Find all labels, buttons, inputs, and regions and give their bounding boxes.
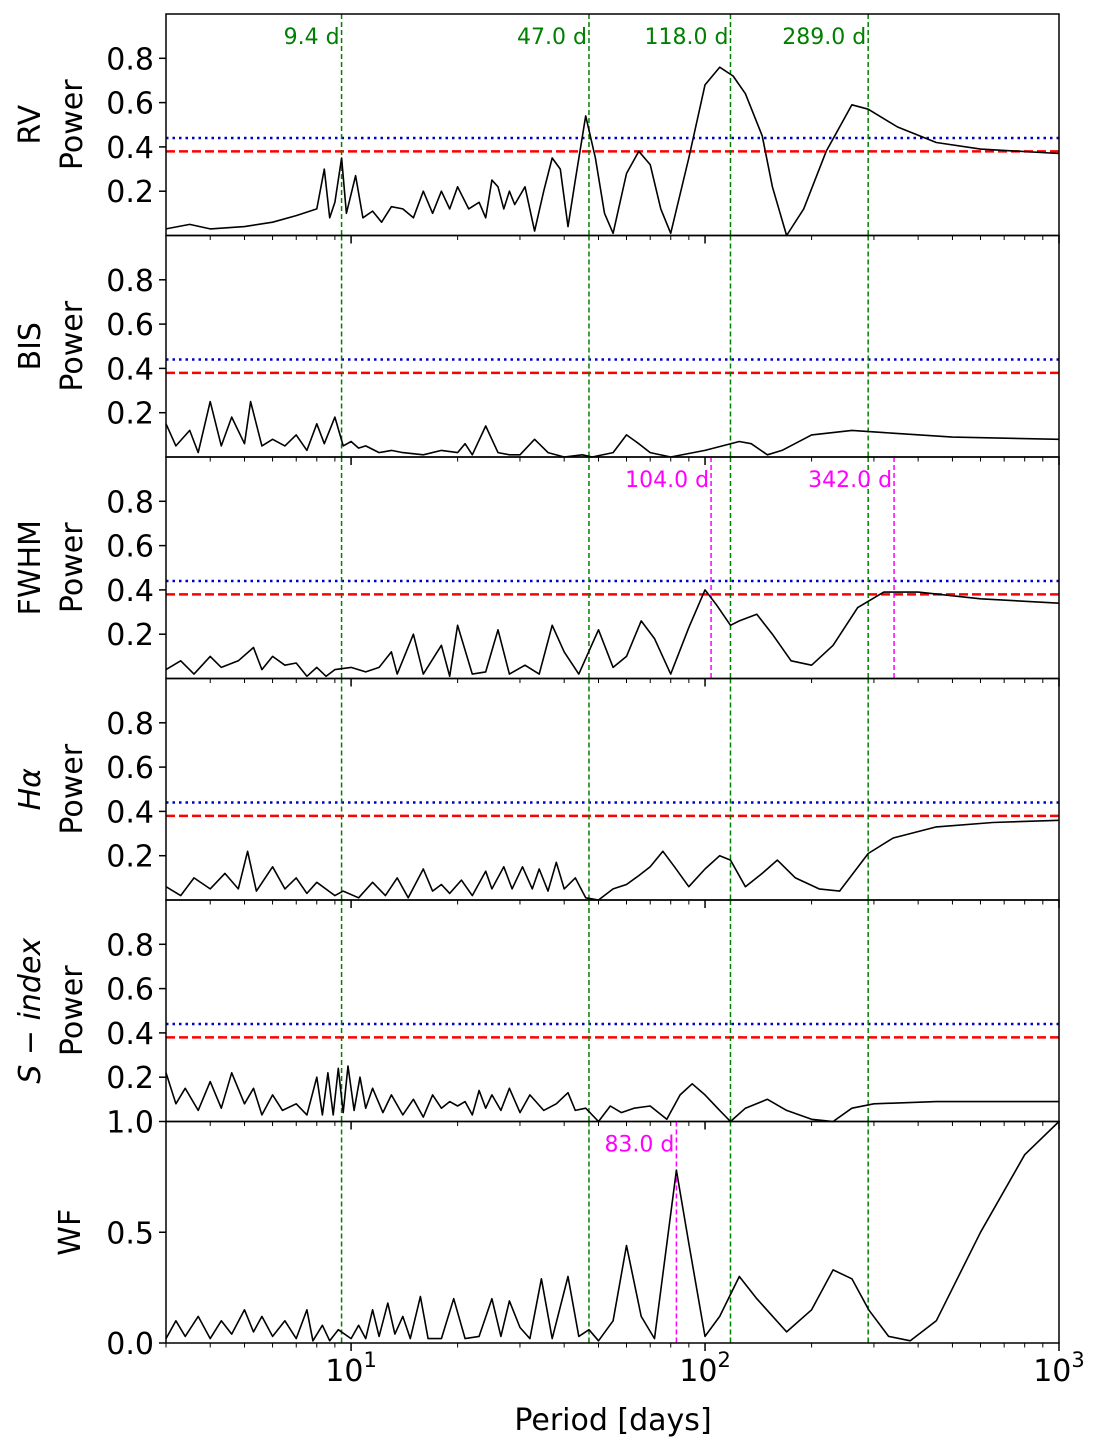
halpha-power-curve bbox=[165, 819, 1060, 901]
halpha-ytick-label: 0.6 bbox=[106, 751, 154, 786]
halpha-ylabel-main: Hα bbox=[13, 768, 48, 811]
sindex-ylabel-main: S − index bbox=[13, 938, 48, 1084]
sindex-power-curve bbox=[165, 1065, 1059, 1123]
rv-ylabel-main: RV bbox=[13, 104, 48, 144]
bis-ytick-label: 0.6 bbox=[106, 308, 154, 343]
xtick-exponent: 3 bbox=[1071, 1348, 1084, 1372]
bis-ylabel-main: BIS bbox=[13, 322, 48, 370]
sindex-ytick-label: 0.2 bbox=[106, 1061, 154, 1096]
wf-ylabel-main: WF bbox=[53, 1209, 88, 1256]
fwhm-ytick-label: 0.8 bbox=[106, 485, 154, 520]
x-axis-label: Period [days] bbox=[514, 1403, 711, 1438]
bis-ytick-label: 0.8 bbox=[106, 264, 154, 299]
sindex-ytick-label: 0.6 bbox=[106, 973, 154, 1008]
fwhm-power-curve bbox=[165, 589, 1060, 678]
bis-ytick-label: 0.4 bbox=[106, 352, 154, 387]
xtick-base: 10 bbox=[1033, 1354, 1071, 1389]
fwhm-highlight-label: 104.0 d bbox=[625, 468, 709, 493]
rv-power-curve bbox=[165, 66, 1060, 237]
xtick-exponent: 1 bbox=[363, 1348, 376, 1372]
halpha-ytick-label: 0.4 bbox=[106, 795, 154, 830]
fwhm-ytick-label: 0.4 bbox=[106, 574, 154, 609]
sindex-ylabel-sub: Power bbox=[55, 965, 90, 1056]
rv-ytick-label: 0.6 bbox=[106, 87, 154, 122]
wf-highlight-label: 83.0 d bbox=[604, 1133, 674, 1158]
reference-period-label: 118.0 d bbox=[645, 25, 729, 50]
reference-period-label: 47.0 d bbox=[517, 25, 587, 50]
panel-sindex: 0.2 0.4 0.6 0.8 S − index Power bbox=[13, 899, 1060, 1130]
panel-fwhm: 104.0 d 342.0 d 0.2 0.4 0.6 0.8 FWHM Power bbox=[13, 456, 1060, 687]
fwhm-ytick-label: 0.2 bbox=[106, 618, 154, 653]
wf-ytick-label: 0.0 bbox=[106, 1327, 154, 1362]
panel-rv: 9.4 d 47.0 d 118.0 d 289.0 d 0.2 0.4 0.6 0.8 RV P… bbox=[13, 13, 1060, 244]
panel-wf: 83.0 d 0.0 0.5 1.0 WF bbox=[53, 1106, 1060, 1362]
xtick-base: 10 bbox=[325, 1354, 363, 1389]
xtick-label: 102 bbox=[679, 1348, 731, 1389]
fwhm-ytick-label: 0.6 bbox=[106, 530, 154, 565]
rv-ytick-label: 0.2 bbox=[106, 175, 154, 210]
xtick-label: 103 bbox=[1033, 1348, 1085, 1389]
xtick-exponent: 2 bbox=[717, 1348, 730, 1372]
reference-period-label: 9.4 d bbox=[284, 25, 340, 50]
bis-power-curve bbox=[165, 400, 1060, 458]
fwhm-ylabel-sub: Power bbox=[55, 522, 90, 613]
halpha-ylabel-sub: Power bbox=[55, 743, 90, 834]
xtick-base: 10 bbox=[679, 1354, 717, 1389]
wf-ytick-label: 1.0 bbox=[106, 1106, 154, 1141]
sindex-ytick-label: 0.4 bbox=[106, 1017, 154, 1052]
bis-ytick-label: 0.2 bbox=[106, 397, 154, 432]
panels-group: 9.4 d 47.0 d 118.0 d 289.0 d0.20.40.60.8RV P… bbox=[13, 13, 1060, 1362]
rv-ytick-label: 0.8 bbox=[106, 42, 154, 77]
fwhm-ylabel-main: FWHM bbox=[13, 520, 48, 615]
panel-bis: 0.2 0.4 0.6 0.8 BIS Power bbox=[13, 234, 1060, 465]
sindex-ytick-label: 0.8 bbox=[106, 928, 154, 963]
xtick-label: 101 bbox=[325, 1348, 377, 1389]
fwhm-highlight-label: 342.0 d bbox=[808, 468, 892, 493]
halpha-ytick-label: 0.2 bbox=[106, 840, 154, 875]
rv-ylabel-sub: Power bbox=[55, 79, 90, 170]
x-axis: Period [days] 101 102 103 bbox=[325, 1348, 1084, 1438]
rv-ytick-label: 0.4 bbox=[106, 131, 154, 166]
reference-period-label: 289.0 d bbox=[782, 25, 866, 50]
halpha-ytick-label: 0.8 bbox=[106, 707, 154, 742]
bis-ylabel-sub: Power bbox=[55, 300, 90, 391]
wf-ytick-label: 0.5 bbox=[106, 1216, 154, 1251]
wf-power-curve bbox=[165, 1120, 1060, 1342]
